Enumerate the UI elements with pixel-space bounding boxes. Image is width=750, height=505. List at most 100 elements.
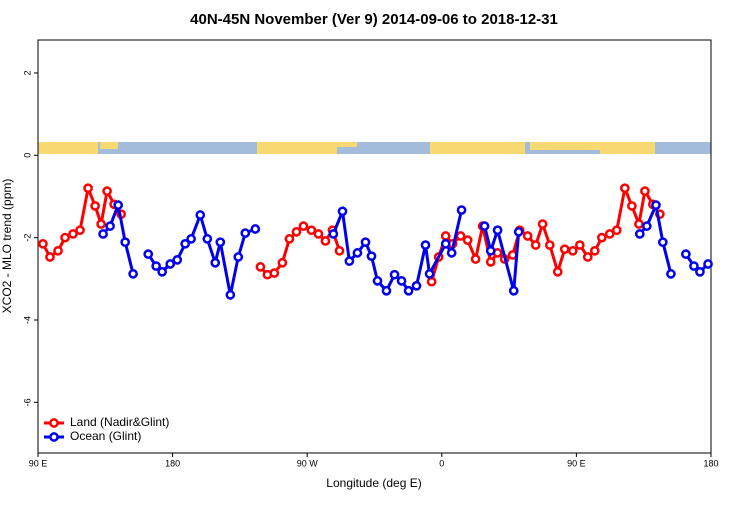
point <box>485 245 496 256</box>
point <box>462 235 473 245</box>
point <box>360 237 371 248</box>
point <box>105 221 115 231</box>
y-tick-label: -4 <box>22 316 32 324</box>
point <box>559 244 570 255</box>
point <box>143 249 154 259</box>
point <box>596 232 607 243</box>
land-strip <box>530 142 600 150</box>
x-tick-label: 180 <box>703 458 718 468</box>
point <box>440 238 451 249</box>
point <box>470 254 481 264</box>
legend-label: Ocean (Glint) <box>70 429 141 443</box>
point <box>389 269 400 280</box>
point <box>240 228 251 238</box>
point <box>689 261 699 271</box>
point <box>255 262 266 272</box>
land-strip <box>337 142 357 147</box>
point <box>90 201 100 211</box>
point <box>352 248 363 258</box>
x-tick-label: 90 E <box>567 458 586 468</box>
x-axis-label: Longitude (deg E) <box>326 476 421 490</box>
point <box>165 259 176 269</box>
point <box>157 266 167 277</box>
point <box>620 183 630 194</box>
point <box>45 252 55 262</box>
point <box>320 236 331 246</box>
y-tick-label: -2 <box>22 234 32 242</box>
point <box>344 256 355 266</box>
point <box>641 221 652 231</box>
point <box>328 229 339 239</box>
point <box>537 219 548 229</box>
point <box>210 257 221 268</box>
point <box>703 259 713 269</box>
point <box>277 257 288 268</box>
point <box>681 249 691 259</box>
point <box>634 229 645 239</box>
point <box>492 225 503 236</box>
point <box>151 261 161 271</box>
point <box>225 290 236 300</box>
y-tick-label: 2 <box>22 70 32 75</box>
point <box>337 206 348 217</box>
point <box>233 252 244 262</box>
legend-marker <box>49 432 59 442</box>
point <box>657 237 668 248</box>
point <box>128 269 138 279</box>
point <box>96 219 106 229</box>
point <box>250 224 261 234</box>
point <box>403 285 414 296</box>
point <box>456 205 467 215</box>
x-tick-label: 90 E <box>29 458 48 468</box>
x-tick-label: 90 W <box>297 458 319 468</box>
point <box>313 229 324 239</box>
point <box>544 240 555 250</box>
point <box>98 229 108 239</box>
y-axis-label: XCO2 - MLO trend (ppm) <box>0 179 14 314</box>
point <box>513 227 524 237</box>
point <box>666 269 676 279</box>
point <box>485 257 496 267</box>
point <box>552 266 563 277</box>
point <box>195 210 206 220</box>
point <box>420 240 431 250</box>
point <box>381 285 392 296</box>
point <box>651 200 661 210</box>
land-strip <box>38 142 98 154</box>
point <box>60 232 70 243</box>
point <box>186 234 196 244</box>
x-tick-label: 180 <box>165 458 180 468</box>
point <box>202 234 213 244</box>
point <box>611 225 622 236</box>
point <box>172 255 183 265</box>
land-ocean-strip <box>38 142 711 154</box>
y-tick-label: 0 <box>22 153 32 158</box>
point <box>530 240 541 250</box>
point <box>627 201 637 211</box>
point <box>446 248 457 258</box>
point <box>604 229 615 239</box>
chart-title: 40N-45N November (Ver 9) 2014-09-06 to 2… <box>190 11 558 28</box>
x-tick-label: 0 <box>439 458 444 468</box>
point <box>634 219 644 229</box>
point <box>180 238 191 249</box>
point <box>424 269 435 279</box>
point <box>306 225 317 236</box>
point <box>426 276 437 287</box>
y-tick-label: -6 <box>22 398 32 406</box>
point <box>582 252 593 262</box>
legend-label: Land (Nadir&Glint) <box>70 415 169 429</box>
point <box>75 225 85 236</box>
point <box>334 245 345 256</box>
land-strip <box>257 142 337 154</box>
point <box>411 280 422 291</box>
point <box>366 251 377 262</box>
point <box>83 183 93 194</box>
point <box>53 245 63 256</box>
legend-marker <box>49 418 59 428</box>
point <box>508 285 519 296</box>
point <box>396 276 407 286</box>
